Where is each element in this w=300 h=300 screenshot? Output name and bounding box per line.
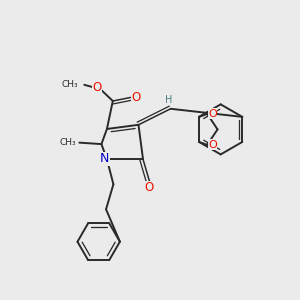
Text: CH₃: CH₃ [60, 138, 76, 147]
Text: H: H [165, 95, 172, 105]
Text: O: O [208, 109, 217, 119]
Text: CH₃: CH₃ [62, 80, 78, 89]
Text: N: N [100, 152, 109, 165]
Text: O: O [208, 140, 217, 150]
Text: O: O [92, 81, 101, 94]
Text: O: O [145, 181, 154, 194]
Text: O: O [132, 91, 141, 104]
